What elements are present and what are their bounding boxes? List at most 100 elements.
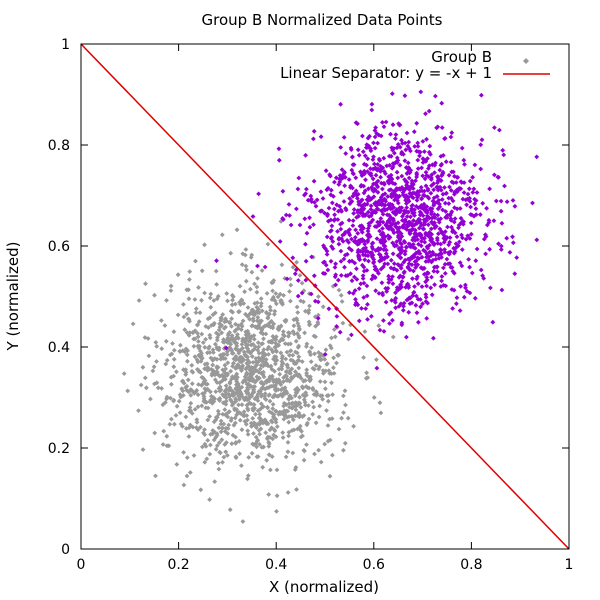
- data-point-cluster-2: [397, 285, 403, 291]
- data-point-group-b: [287, 352, 292, 358]
- data-point-group-b: [189, 362, 195, 368]
- data-point-group-b: [254, 289, 260, 295]
- data-point-group-b: [263, 430, 269, 436]
- data-point-cluster-2: [419, 196, 424, 202]
- data-point-group-b: [210, 428, 216, 433]
- data-point-group-b: [197, 343, 202, 349]
- data-point-cluster-2: [346, 217, 352, 223]
- data-point-cluster-2: [402, 93, 408, 99]
- data-point-group-b: [295, 402, 301, 408]
- data-point-cluster-2: [437, 184, 443, 190]
- data-point-cluster-2: [423, 259, 429, 264]
- data-point-cluster-2: [365, 317, 370, 322]
- data-point-group-b: [240, 345, 245, 351]
- data-point-cluster-2: [350, 193, 356, 199]
- data-point-group-b: [378, 410, 384, 416]
- data-point-group-b: [271, 427, 277, 433]
- chart-title: Group B Normalized Data Points: [202, 11, 443, 29]
- data-point-cluster-2: [380, 202, 386, 207]
- data-point-group-b: [237, 417, 243, 423]
- data-point-cluster-2: [426, 163, 432, 169]
- data-point-group-b: [285, 377, 290, 383]
- data-point-group-b: [214, 296, 220, 302]
- data-point-group-b: [239, 262, 245, 267]
- data-point-cluster-2: [353, 192, 359, 198]
- data-point-cluster-2: [382, 203, 388, 208]
- data-point-group-b: [202, 378, 208, 383]
- data-point-group-b: [277, 291, 283, 297]
- data-point-group-b: [184, 352, 190, 358]
- data-point-cluster-2: [341, 135, 347, 140]
- data-point-cluster-2: [342, 174, 348, 180]
- data-point-cluster-2: [372, 145, 378, 151]
- data-point-cluster-2: [436, 217, 441, 222]
- data-point-cluster-2: [360, 205, 366, 211]
- data-point-group-b: [233, 441, 239, 446]
- data-point-cluster-2: [447, 239, 453, 245]
- data-point-group-b: [214, 337, 220, 343]
- data-point-cluster-2: [415, 262, 421, 268]
- data-point-cluster-2: [455, 243, 461, 249]
- data-point-cluster-2: [337, 179, 343, 185]
- data-point-cluster-2: [336, 182, 342, 187]
- legend-marker-group-b: [523, 58, 529, 64]
- data-point-cluster-2: [325, 267, 331, 273]
- data-point-group-b: [303, 308, 308, 314]
- data-point-group-b: [205, 381, 210, 387]
- data-point-group-b: [306, 385, 312, 391]
- data-point-cluster-2: [368, 203, 374, 209]
- data-point-cluster-2: [365, 226, 371, 231]
- data-point-group-b: [241, 409, 247, 415]
- data-point-group-b: [339, 299, 345, 304]
- data-point-cluster-2: [422, 221, 428, 227]
- data-point-group-b: [273, 419, 279, 425]
- data-point-cluster-2: [431, 222, 436, 227]
- data-point-cluster-2: [504, 235, 510, 241]
- data-point-group-b: [245, 305, 251, 310]
- data-point-cluster-2: [467, 195, 472, 201]
- data-point-group-b: [162, 323, 168, 328]
- data-point-group-b: [286, 429, 292, 435]
- data-point-group-b: [318, 351, 324, 357]
- data-point-group-b: [218, 429, 224, 435]
- data-point-group-b: [210, 347, 216, 353]
- data-point-cluster-2: [435, 237, 440, 243]
- data-point-group-b: [318, 459, 324, 465]
- data-point-group-b: [292, 467, 298, 472]
- data-point-group-b: [376, 323, 382, 329]
- data-point-cluster-2: [396, 121, 401, 126]
- data-point-group-b: [251, 420, 257, 426]
- data-point-cluster-2: [417, 188, 423, 194]
- x-tick-label: 1: [565, 557, 574, 573]
- data-point-cluster-2: [303, 152, 308, 158]
- data-point-cluster-2: [359, 203, 365, 209]
- data-point-group-b: [307, 321, 313, 327]
- data-point-group-b: [283, 356, 289, 362]
- data-point-group-b: [258, 406, 263, 412]
- data-point-group-b: [213, 446, 219, 452]
- data-point-group-b: [152, 292, 157, 298]
- data-point-group-b: [249, 348, 255, 354]
- data-point-cluster-2: [452, 191, 457, 197]
- data-point-group-b: [219, 378, 225, 384]
- data-point-cluster-2: [389, 298, 395, 303]
- data-point-cluster-2: [446, 242, 452, 248]
- data-point-group-b: [195, 367, 200, 372]
- data-point-cluster-2: [341, 256, 347, 262]
- data-point-group-b: [274, 467, 280, 473]
- data-point-cluster-2: [347, 259, 352, 264]
- data-point-group-b: [286, 330, 291, 336]
- data-point-cluster-2: [353, 188, 359, 194]
- data-point-group-b: [205, 417, 211, 423]
- x-tick-label: 0: [77, 557, 86, 573]
- data-point-group-b: [228, 308, 234, 314]
- data-point-cluster-2: [431, 242, 437, 248]
- data-point-group-b: [232, 375, 238, 381]
- data-point-group-b: [289, 428, 295, 433]
- data-point-group-b: [259, 444, 265, 450]
- data-point-cluster-2: [414, 293, 419, 299]
- data-point-cluster-2: [432, 282, 437, 288]
- data-point-cluster-2: [370, 246, 376, 252]
- data-point-cluster-2: [439, 278, 444, 284]
- data-point-cluster-2: [390, 161, 396, 166]
